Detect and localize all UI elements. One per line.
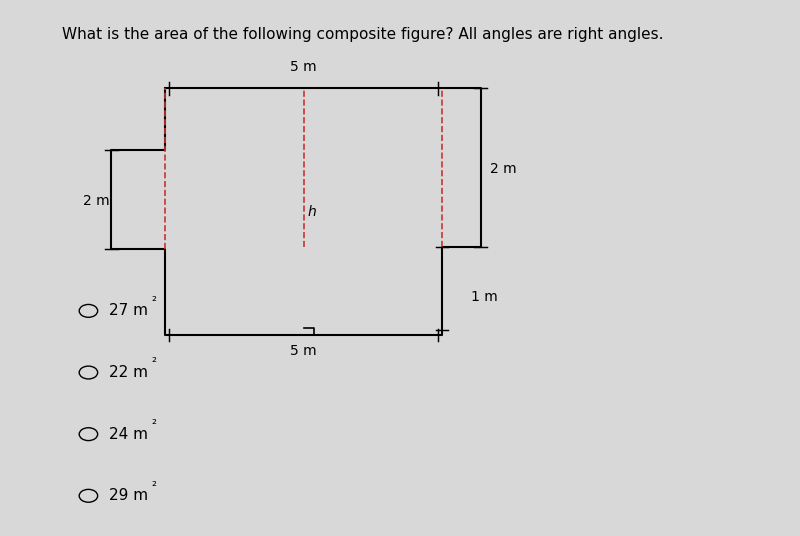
Text: ²: ²: [151, 480, 157, 493]
Text: What is the area of the following composite figure? All angles are right angles.: What is the area of the following compos…: [62, 27, 663, 42]
Text: 1 m: 1 m: [470, 291, 498, 304]
Text: 29 m: 29 m: [109, 488, 148, 503]
Text: ²: ²: [151, 418, 157, 431]
Text: 27 m: 27 m: [109, 303, 148, 318]
Text: 5 m: 5 m: [290, 60, 317, 74]
Text: 2 m: 2 m: [490, 162, 517, 176]
Text: ²: ²: [151, 295, 157, 308]
Text: 22 m: 22 m: [109, 365, 148, 380]
Text: h: h: [307, 205, 316, 219]
Text: 2 m: 2 m: [83, 194, 110, 208]
Text: 24 m: 24 m: [109, 427, 148, 442]
Text: 5 m: 5 m: [290, 344, 317, 358]
Text: ²: ²: [151, 356, 157, 369]
